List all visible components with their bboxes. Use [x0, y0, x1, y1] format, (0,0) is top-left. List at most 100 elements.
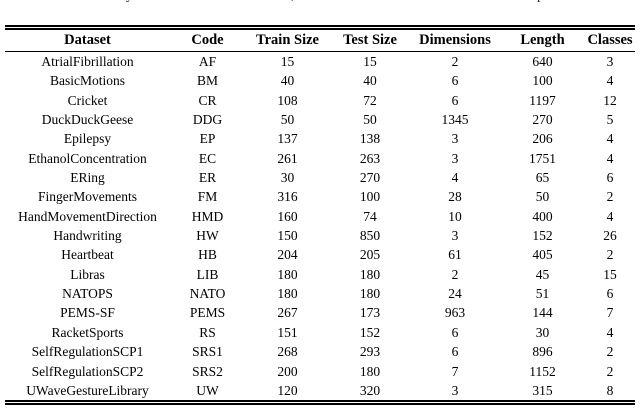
table-row: NATOPS NATO 180 180 24 51 6 — [5, 284, 635, 303]
table-cell: Libras — [70, 266, 105, 282]
table-cell: UWaveGestureLibrary — [26, 382, 149, 398]
table-cell: 315 — [532, 382, 553, 398]
table-cell: 2 — [451, 54, 459, 69]
cropped-caption-fragments: y, p — [0, 0, 640, 5]
table-cell: 150 — [277, 228, 298, 244]
table-cell: 4 — [606, 150, 614, 166]
table-cell: HW — [196, 228, 219, 244]
table-cell: 50 — [280, 112, 295, 128]
table-cell: 261 — [277, 150, 298, 166]
table-row: UWaveGestureLibrary UW 120 320 3 315 8 — [5, 381, 635, 403]
table-cell: DuckDuckGeese — [41, 112, 134, 128]
table-cell: SelfRegulationSCP1 — [31, 344, 144, 360]
table-cell: 316 — [277, 189, 298, 205]
table-cell: 40 — [363, 73, 377, 89]
table-cell: 100 — [532, 73, 553, 89]
column-header: Dataset — [5, 27, 170, 52]
table-cell: 180 — [359, 363, 381, 379]
table-cell: SRS1 — [192, 344, 223, 360]
table-cell: 2 — [606, 189, 614, 205]
table-row: Libras LIB 180 180 2 45 15 — [5, 265, 635, 284]
table-cell: BM — [196, 73, 218, 89]
table-cell: 1152 — [529, 363, 556, 379]
table-cell: SelfRegulationSCP2 — [31, 363, 144, 379]
table-cell: SRS2 — [192, 363, 223, 379]
table-cell: 267 — [277, 305, 298, 321]
column-header: Length — [500, 27, 585, 52]
table-cell: 10 — [448, 208, 462, 224]
table-cell: 293 — [359, 344, 381, 360]
table-cell: 24 — [448, 286, 462, 302]
table-cell: 74 — [363, 208, 377, 224]
table-cell: HB — [198, 247, 217, 263]
table-cell: 4 — [606, 73, 614, 89]
table-cell: EthanolConcentration — [28, 150, 147, 166]
table-cell: 268 — [277, 344, 298, 360]
table-cell: 6 — [451, 324, 459, 340]
caption-descender-fragment: , — [291, 0, 295, 3]
table-cell: 6 — [451, 344, 459, 360]
table-cell: 180 — [359, 266, 381, 282]
table-cell: 152 — [359, 324, 381, 340]
table-cell: 4 — [606, 324, 614, 340]
table-cell: 180 — [277, 266, 298, 282]
table-cell: PEMS — [189, 305, 226, 321]
table-cell: 40 — [280, 73, 295, 89]
table-cell: 51 — [535, 286, 550, 302]
table-cell: 152 — [532, 228, 553, 244]
table-row: SelfRegulationSCP1 SRS1 268 293 6 896 2 — [5, 342, 635, 361]
table-cell: EP — [199, 131, 216, 147]
column-header: Dimensions — [410, 27, 500, 52]
table-cell: 3 — [451, 382, 459, 398]
table-cell: LIB — [196, 266, 219, 282]
table-cell: 120 — [277, 382, 298, 398]
table-cell: 8 — [606, 382, 614, 398]
table-cell: NATO — [189, 286, 226, 302]
table-row: BasicMotions BM 40 40 6 100 4 — [5, 71, 635, 90]
table-cell: 405 — [532, 247, 553, 263]
table-cell: 1751 — [529, 150, 556, 166]
column-header: Code — [170, 27, 245, 52]
caption-descender-fragment: y — [126, 0, 133, 3]
table-cell: 4 — [606, 208, 614, 224]
table-row: Heartbeat HB 204 205 61 405 2 — [5, 245, 635, 264]
table-cell: 1345 — [441, 112, 469, 128]
table-cell: 144 — [532, 305, 553, 321]
column-header: Train Size — [245, 27, 330, 52]
table-cell: 2 — [606, 247, 614, 263]
table-cell: EC — [198, 150, 217, 166]
table-cell: 270 — [359, 170, 381, 186]
table-cell: 173 — [359, 305, 381, 321]
table-cell: 6 — [451, 92, 459, 108]
dataset-summary-table: Dataset Code Train Size Test Size Dimensions… — [5, 25, 635, 406]
table-cell: 640 — [532, 54, 553, 69]
table-cell: 5 — [606, 112, 614, 128]
table-cell: 7 — [606, 305, 614, 321]
table-cell: 963 — [444, 305, 466, 321]
table-cell: 263 — [359, 150, 381, 166]
table-row: HandMovementDirection HMD 160 74 10 400 4 — [5, 207, 635, 226]
table-cell: 205 — [359, 247, 381, 263]
table-cell: 45 — [535, 266, 550, 282]
table-row: PEMS-SF PEMS 267 173 963 144 7 — [5, 303, 635, 322]
table-cell: HandMovementDirection — [18, 208, 157, 224]
table-cell: Heartbeat — [61, 247, 114, 263]
table-cell: 3 — [606, 54, 614, 69]
table-cell: RS — [199, 324, 216, 340]
table-cell: 270 — [532, 112, 553, 128]
caption-descender-fragment: p — [537, 0, 544, 3]
table-cell: CR — [198, 92, 217, 108]
table-cell: PEMS-SF — [60, 305, 115, 321]
table-row: SelfRegulationSCP2 SRS2 200 180 7 1152 2 — [5, 362, 635, 381]
column-header: Classes — [585, 27, 635, 52]
table-cell: 50 — [363, 112, 377, 128]
table-cell: 850 — [359, 228, 381, 244]
table-cell: ER — [198, 170, 217, 186]
table-cell: RacketSports — [51, 324, 124, 340]
table-cell: Handwriting — [53, 228, 122, 244]
table-row: Handwriting HW 150 850 3 152 26 — [5, 226, 635, 245]
table-body: AtrialFibrillation AF 15 15 2 640 3 BasicMotion… — [5, 52, 635, 403]
table-cell: 100 — [359, 189, 381, 205]
table-cell: 15 — [280, 54, 295, 69]
table-cell: 6 — [606, 286, 614, 302]
